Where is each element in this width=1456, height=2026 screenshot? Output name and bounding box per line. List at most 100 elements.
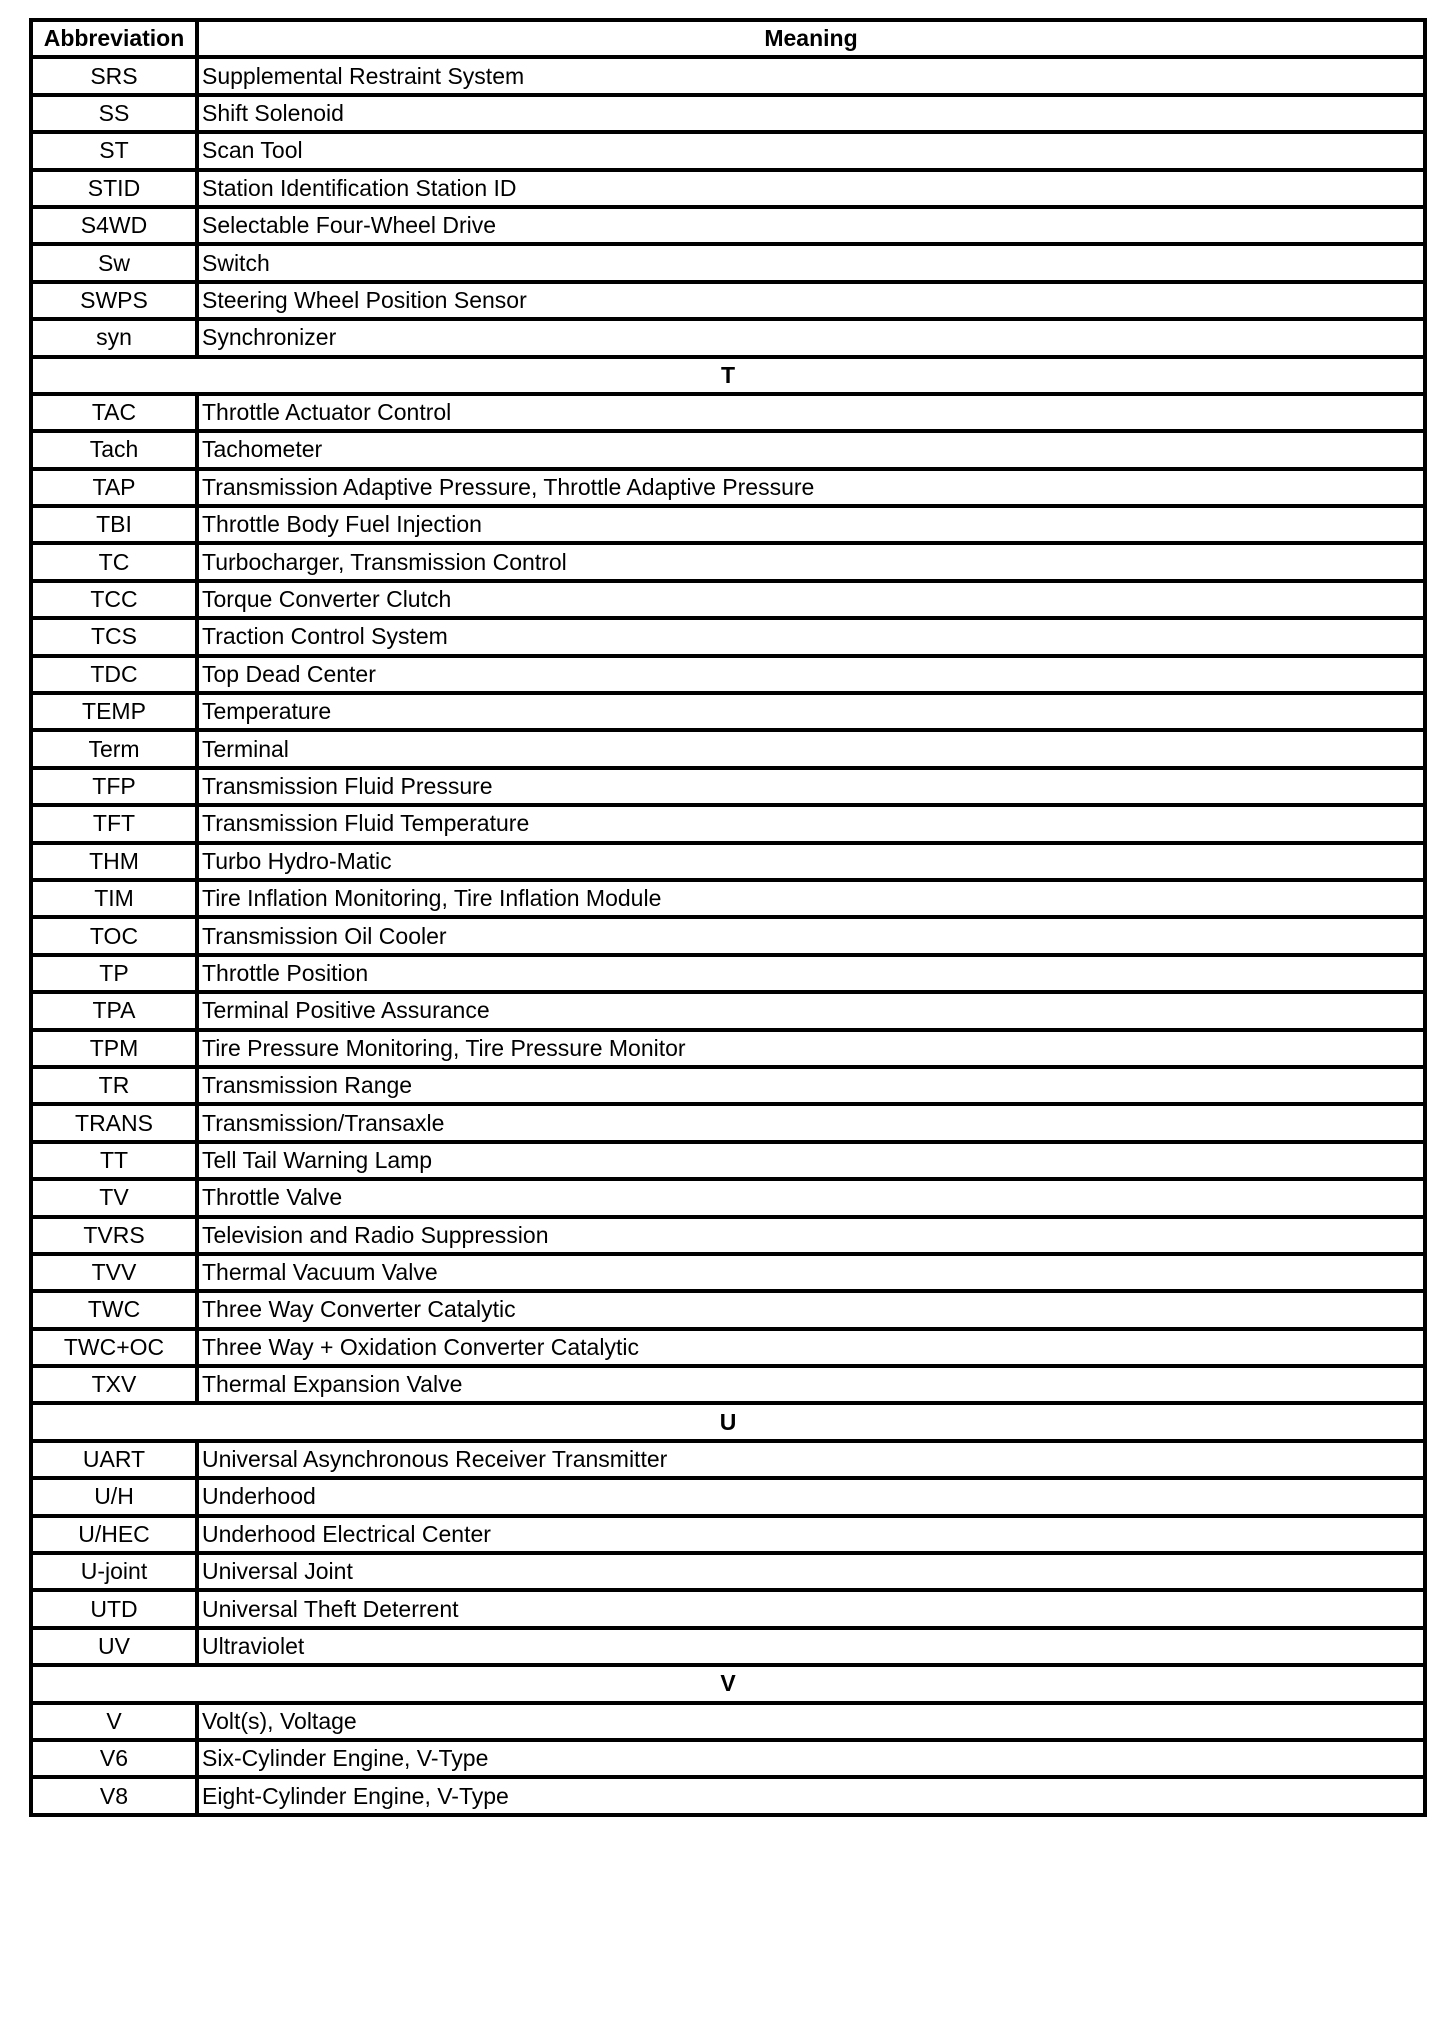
meaning-cell: Ultraviolet [195, 1625, 1427, 1668]
table-row: TAC Throttle Actuator Control [29, 391, 1427, 434]
section-row: V [29, 1663, 1427, 1705]
table-row: TVRS Television and Radio Suppression [29, 1214, 1427, 1256]
meaning-cell: Transmission Oil Cooler [195, 915, 1427, 957]
table-row: ST Scan Tool [29, 130, 1427, 172]
meaning-cell: Transmission Fluid Pressure [195, 765, 1427, 808]
abbreviation-cell: STID [29, 167, 199, 209]
meaning-cell: Universal Joint [195, 1550, 1427, 1593]
meaning-cell: Terminal [195, 728, 1427, 770]
abbreviation-cell: TOC [29, 915, 199, 957]
meaning-header: Meaning [195, 17, 1427, 60]
table-row: TWC Three Way Converter Catalytic [29, 1289, 1427, 1331]
table-row: TR Transmission Range [29, 1064, 1427, 1107]
abbreviation-cell: TDC [29, 653, 199, 696]
table-row: TC Turbocharger, Transmission Control [29, 541, 1427, 583]
table-row: TWC+OC Three Way + Oxidation Converter Ca… [29, 1326, 1427, 1369]
meaning-cell: Traction Control System [195, 616, 1427, 658]
table-row: V6 Six-Cylinder Engine, V-Type [29, 1737, 1427, 1780]
table-row: TOC Transmission Oil Cooler [29, 915, 1427, 957]
abbreviation-cell: U/HEC [29, 1513, 199, 1556]
meaning-cell: Underhood [195, 1476, 1427, 1518]
table-row: TBI Throttle Body Fuel Injection [29, 504, 1427, 546]
meaning-cell: Transmission Range [195, 1064, 1427, 1107]
table-row: SWPS Steering Wheel Position Sensor [29, 279, 1427, 322]
abbreviation-cell: syn [29, 317, 199, 359]
meaning-cell: Throttle Position [195, 952, 1427, 995]
meaning-cell: Tachometer [195, 429, 1427, 471]
meaning-cell: Selectable Four-Wheel Drive [195, 204, 1427, 247]
table-row: U/H Underhood [29, 1476, 1427, 1518]
meaning-cell: Volt(s), Voltage [195, 1700, 1427, 1742]
table-row: TP Throttle Position [29, 952, 1427, 995]
abbreviation-cell: TCS [29, 616, 199, 658]
table-row: STID Station Identification Station ID [29, 167, 1427, 209]
abbreviation-cell: SWPS [29, 279, 199, 322]
abbreviation-cell: TR [29, 1064, 199, 1107]
abbreviation-cell: TFT [29, 803, 199, 845]
table-row: Tach Tachometer [29, 429, 1427, 471]
table-row: TXV Thermal Expansion Valve [29, 1364, 1427, 1406]
table-row: SS Shift Solenoid [29, 92, 1427, 135]
meaning-cell: Transmission/Transaxle [195, 1102, 1427, 1144]
table-row: TFT Transmission Fluid Temperature [29, 803, 1427, 845]
abbreviation-cell: V8 [29, 1775, 199, 1817]
meaning-cell: Three Way + Oxidation Converter Catalyti… [195, 1326, 1427, 1369]
abbreviation-cell: V [29, 1700, 199, 1742]
table-row: TPM Tire Pressure Monitoring, Tire Pressu… [29, 1027, 1427, 1069]
abbreviation-cell: TAP [29, 466, 199, 509]
meaning-cell: Eight-Cylinder Engine, V-Type [195, 1775, 1427, 1817]
meaning-cell: Steering Wheel Position Sensor [195, 279, 1427, 322]
meaning-cell: Scan Tool [195, 130, 1427, 172]
abbreviation-cell: Sw [29, 242, 199, 284]
meaning-cell: Turbo Hydro-Matic [195, 840, 1427, 883]
table-row: U/HEC Underhood Electrical Center [29, 1513, 1427, 1556]
meaning-cell: Throttle Actuator Control [195, 391, 1427, 434]
abbreviation-cell: U/H [29, 1476, 199, 1518]
abbreviation-cell: TIM [29, 877, 199, 920]
meaning-cell: Turbocharger, Transmission Control [195, 541, 1427, 583]
abbreviation-cell: TEMP [29, 691, 199, 733]
meaning-cell: Tell Tail Warning Lamp [195, 1139, 1427, 1182]
abbreviation-cell: TWC+OC [29, 1326, 199, 1369]
meaning-cell: Transmission Adaptive Pressure, Throttle… [195, 466, 1427, 509]
section-letter: T [29, 354, 1427, 396]
table-row: U-joint Universal Joint [29, 1550, 1427, 1593]
abbreviation-cell: TT [29, 1139, 199, 1182]
section-row: T [29, 354, 1427, 396]
table-row: TEMP Temperature [29, 691, 1427, 733]
abbreviation-cell: TV [29, 1177, 199, 1219]
abbreviation-cell: SRS [29, 55, 199, 97]
abbreviation-header: Abbreviation [29, 17, 199, 60]
table-row: UTD Universal Theft Deterrent [29, 1588, 1427, 1630]
abbreviation-cell: U-joint [29, 1550, 199, 1593]
table-row: V Volt(s), Voltage [29, 1700, 1427, 1742]
abbreviation-cell: V6 [29, 1737, 199, 1780]
table-row: TIM Tire Inflation Monitoring, Tire Infla… [29, 877, 1427, 920]
table-row: SRS Supplemental Restraint System [29, 55, 1427, 97]
abbreviation-table: Abbreviation Meaning SRS Supplemental Res… [29, 17, 1427, 1817]
section-letter: V [29, 1663, 1427, 1705]
abbreviation-cell: TPM [29, 1027, 199, 1069]
meaning-cell: Torque Converter Clutch [195, 578, 1427, 621]
meaning-cell: Top Dead Center [195, 653, 1427, 696]
meaning-cell: Thermal Expansion Valve [195, 1364, 1427, 1406]
meaning-cell: Three Way Converter Catalytic [195, 1289, 1427, 1331]
abbreviation-cell: UART [29, 1438, 199, 1481]
abbreviation-cell: S4WD [29, 204, 199, 247]
abbreviation-cell: TVRS [29, 1214, 199, 1256]
table-row: TPA Terminal Positive Assurance [29, 990, 1427, 1032]
meaning-cell: Throttle Body Fuel Injection [195, 504, 1427, 546]
meaning-cell: Television and Radio Suppression [195, 1214, 1427, 1256]
table-body: SRS Supplemental Restraint System SS Shift … [29, 55, 1427, 1817]
table-row: TT Tell Tail Warning Lamp [29, 1139, 1427, 1182]
meaning-cell: Tire Inflation Monitoring, Tire Inflatio… [195, 877, 1427, 920]
abbreviation-cell: SS [29, 92, 199, 135]
table-row: TFP Transmission Fluid Pressure [29, 765, 1427, 808]
abbreviation-cell: Tach [29, 429, 199, 471]
meaning-cell: Station Identification Station ID [195, 167, 1427, 209]
table-row: THM Turbo Hydro-Matic [29, 840, 1427, 883]
table-row: TVV Thermal Vacuum Valve [29, 1251, 1427, 1294]
abbreviation-cell: TVV [29, 1251, 199, 1294]
meaning-cell: Underhood Electrical Center [195, 1513, 1427, 1556]
abbreviation-cell: TFP [29, 765, 199, 808]
